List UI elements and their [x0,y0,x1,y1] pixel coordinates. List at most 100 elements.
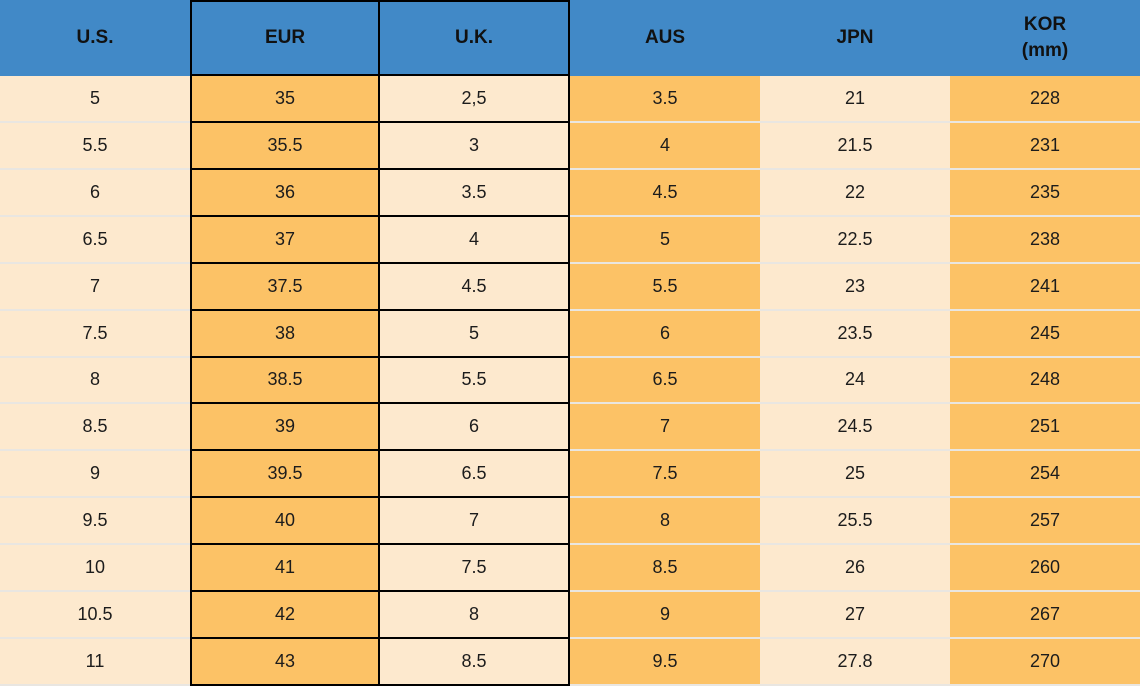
column-header-uk: U.K. [380,0,570,76]
table-cell: 8 [380,592,570,640]
table-cell: 42 [190,592,380,640]
table-cell: 36 [190,169,380,217]
column-header-kor-sublabel: (mm) [1021,40,1069,61]
table-cell: 39 [190,404,380,452]
table-cell: 231 [950,122,1140,170]
table-cell: 27 [760,592,950,640]
table-cell: 5.5 [380,357,570,405]
table-cell: 21.5 [760,122,950,170]
table-cell: 24 [760,357,950,405]
table-cell: 248 [950,357,1140,405]
table-row: 11 43 8.5 9.5 27.8 270 [0,639,1140,686]
table-cell: 5 [570,216,760,264]
table-cell: 6 [0,169,190,217]
table-row: 8.5 39 6 7 24.5 251 [0,404,1140,452]
table-cell: 25 [760,451,950,499]
table-cell: 8 [0,357,190,405]
table-cell: 21 [760,76,950,123]
table-cell: 260 [950,545,1140,593]
table-cell: 6 [380,404,570,452]
column-header-jpn: JPN [760,0,950,76]
table-cell: 241 [950,263,1140,311]
table-cell: 9 [0,451,190,499]
header-row: U.S. EUR U.K. AUS JPN KOR (mm) [0,0,1140,76]
table-cell: 37.5 [190,263,380,311]
table-cell: 5 [380,310,570,358]
table-cell: 7 [380,498,570,546]
table-cell: 4.5 [380,263,570,311]
table-cell: 7 [0,263,190,311]
table-row: 8 38.5 5.5 6.5 24 248 [0,357,1140,405]
table-cell: 39.5 [190,451,380,499]
table-cell: 35 [190,76,380,123]
table-row: 5.5 35.5 3 4 21.5 231 [0,122,1140,170]
table-cell: 238 [950,216,1140,264]
column-header-eur: EUR [190,0,380,76]
table-cell: 26 [760,545,950,593]
table-cell: 41 [190,545,380,593]
table-cell: 254 [950,451,1140,499]
table-cell: 22 [760,169,950,217]
table-cell: 6.5 [0,216,190,264]
table-cell: 7.5 [0,310,190,358]
table-row: 6.5 37 4 5 22.5 238 [0,216,1140,264]
table-cell: 3.5 [570,76,760,123]
table-cell: 8 [570,498,760,546]
table-cell: 4 [570,122,760,170]
table-header: U.S. EUR U.K. AUS JPN KOR (mm) [0,0,1140,76]
table-row: 6 36 3.5 4.5 22 235 [0,169,1140,217]
table-cell: 8.5 [380,639,570,686]
table-cell: 267 [950,592,1140,640]
table-cell: 10.5 [0,592,190,640]
column-header-aus: AUS [570,0,760,76]
table-row: 7.5 38 5 6 23.5 245 [0,310,1140,358]
table-cell: 25.5 [760,498,950,546]
table-cell: 40 [190,498,380,546]
table-cell: 11 [0,639,190,686]
table-row: 10.5 42 8 9 27 267 [0,592,1140,640]
table-cell: 7 [570,404,760,452]
table-cell: 43 [190,639,380,686]
table-cell: 5 [0,76,190,123]
table-row: 7 37.5 4.5 5.5 23 241 [0,263,1140,311]
table-cell: 270 [950,639,1140,686]
table-cell: 3 [380,122,570,170]
table-cell: 7.5 [570,451,760,499]
table-cell: 23.5 [760,310,950,358]
table-cell: 23 [760,263,950,311]
table-cell: 251 [950,404,1140,452]
table-cell: 5.5 [0,122,190,170]
table-cell: 257 [950,498,1140,546]
table-cell: 37 [190,216,380,264]
column-header-kor-label: KOR [1023,14,1067,36]
table-cell: 6.5 [380,451,570,499]
table-cell: 9 [570,592,760,640]
table-cell: 3.5 [380,169,570,217]
table-cell: 7.5 [380,545,570,593]
table-body: 5 35 2,5 3.5 21 228 5.5 35.5 3 4 21.5 23… [0,76,1140,686]
table-cell: 2,5 [380,76,570,123]
table-cell: 228 [950,76,1140,123]
table-row: 5 35 2,5 3.5 21 228 [0,76,1140,123]
table-cell: 10 [0,545,190,593]
table-cell: 9.5 [570,639,760,686]
table-cell: 6 [570,310,760,358]
table-row: 10 41 7.5 8.5 26 260 [0,545,1140,593]
table-cell: 27.8 [760,639,950,686]
column-header-us: U.S. [0,0,190,76]
table-row: 9 39.5 6.5 7.5 25 254 [0,451,1140,499]
table-cell: 24.5 [760,404,950,452]
table-cell: 38 [190,310,380,358]
table-cell: 4.5 [570,169,760,217]
table-cell: 235 [950,169,1140,217]
table-cell: 22.5 [760,216,950,264]
table-cell: 9.5 [0,498,190,546]
table-cell: 6.5 [570,357,760,405]
table-row: 9.5 40 7 8 25.5 257 [0,498,1140,546]
table-cell: 5.5 [570,263,760,311]
table-cell: 4 [380,216,570,264]
table-cell: 35.5 [190,122,380,170]
table-cell: 8.5 [570,545,760,593]
table-cell: 8.5 [0,404,190,452]
